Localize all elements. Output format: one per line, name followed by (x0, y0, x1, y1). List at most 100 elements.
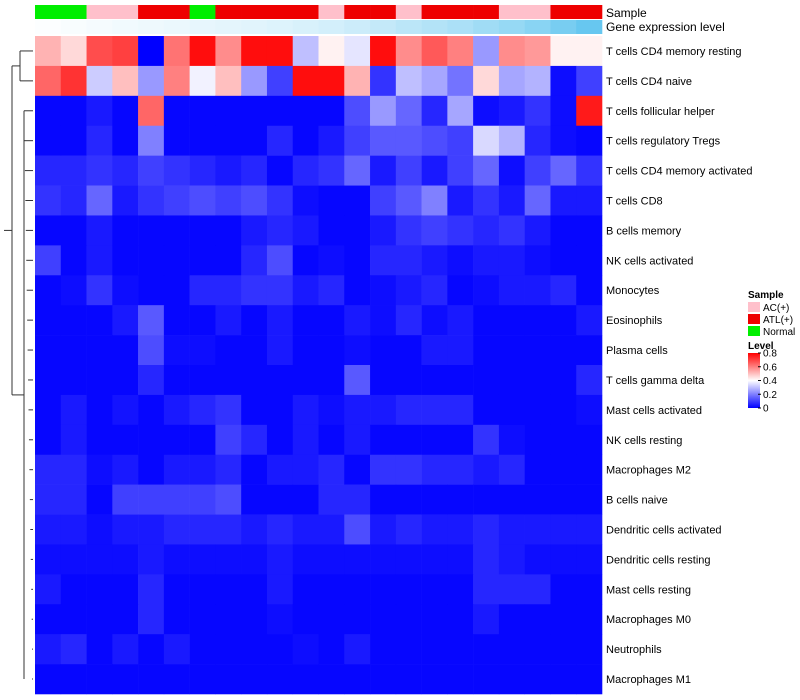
heatmap-cell (524, 335, 551, 366)
heatmap-cell (241, 305, 268, 336)
heatmap-cell (266, 634, 294, 665)
heatmap-cell (35, 664, 62, 695)
heatmap-cell (86, 574, 113, 605)
heatmap-cell (498, 36, 525, 67)
heatmap-cell (447, 95, 474, 127)
heatmap-cell (241, 604, 268, 635)
heatmap-cell (292, 664, 319, 695)
gene-annotation-cell (447, 20, 474, 34)
heatmap-cell (447, 215, 474, 246)
heatmap-cell (421, 484, 448, 515)
heatmap-cell (344, 335, 371, 366)
heatmap-cell (498, 664, 525, 695)
heatmap-cell (138, 335, 165, 366)
heatmap-cell (138, 574, 165, 605)
heatmap-cell (550, 664, 577, 695)
heatmap-cell (266, 335, 294, 366)
heatmap-cell (86, 454, 113, 485)
heatmap-cell (524, 544, 551, 575)
heatmap-cell (524, 424, 551, 456)
heatmap-cell (86, 634, 113, 665)
heatmap-cell (241, 424, 268, 456)
heatmap-cell (344, 604, 371, 635)
heatmap-cell (344, 514, 371, 545)
heatmap-cell (266, 454, 294, 485)
row-label: T cells CD8 (606, 196, 663, 208)
legend-sample-label: AC(+) (763, 303, 789, 314)
heatmap-cell (395, 365, 422, 396)
row-labels: T cells CD4 memory resting T cells CD4 na… (606, 46, 753, 686)
heatmap-cell (395, 544, 422, 575)
sample-annotation-cell (35, 5, 62, 19)
heatmap-cell (421, 65, 448, 97)
heatmap-cell (292, 65, 319, 97)
heatmap-cell (189, 335, 216, 366)
heatmap-cell (370, 514, 397, 545)
heatmap-cell (266, 574, 294, 605)
heatmap-cell (318, 394, 345, 426)
heatmap-cell (60, 544, 87, 575)
heatmap-cell (421, 664, 448, 695)
heatmap-cell (550, 305, 577, 336)
heatmap-cell (138, 275, 165, 306)
heatmap-cell (215, 125, 242, 156)
heatmap-cell (318, 544, 345, 575)
heatmap-cell (86, 95, 113, 127)
heatmap-cell (473, 185, 500, 216)
heatmap-cell (215, 634, 242, 665)
heatmap-cell (60, 95, 87, 127)
legend-level-tick-label: 0.6 (763, 362, 777, 373)
heatmap-cell (215, 245, 242, 276)
heatmap-cell (241, 215, 268, 246)
heatmap-cell (318, 275, 345, 306)
heatmap-cell (395, 36, 422, 67)
heatmap-cell (318, 365, 345, 396)
heatmap-cell (524, 365, 551, 396)
heatmap-cell (524, 155, 551, 186)
gene-annotation-cell (473, 20, 500, 34)
heatmap-cell (138, 394, 165, 426)
heatmap-cell (498, 514, 525, 545)
gene-annotation-cell (86, 20, 113, 34)
legend-level-tick-label: 0.2 (763, 390, 777, 401)
row-label: T cells CD4 memory resting (606, 46, 742, 58)
row-label: T cells regulatory Tregs (606, 136, 721, 148)
gene-annotation-cell (189, 20, 216, 34)
heatmap-cell (86, 424, 113, 456)
gene-annotation-cell (266, 20, 294, 34)
heatmap-cell (189, 36, 216, 67)
row-label: NK cells activated (606, 255, 693, 267)
gene-annotation-cell (498, 20, 525, 34)
heatmap-cell (576, 365, 603, 396)
heatmap-cell (292, 125, 319, 156)
heatmap-cell (344, 215, 371, 246)
heatmap-cell (370, 454, 397, 485)
heatmap-cell (163, 604, 190, 635)
legend: Sample AC(+)ATL(+)Normal Level 0.8 0.6 0.4… (748, 290, 795, 415)
heatmap-cell (370, 125, 397, 156)
heatmap-cell (498, 275, 525, 306)
heatmap-cell (473, 424, 500, 456)
heatmap-cell (498, 65, 525, 97)
heatmap-cell (35, 245, 62, 276)
heatmap-cell (576, 275, 603, 306)
heatmap-cell (266, 484, 294, 515)
row-label: Plasma cells (606, 345, 668, 357)
heatmap-cell (576, 574, 603, 605)
heatmap-cell (498, 95, 525, 127)
heatmap-cell (163, 454, 190, 485)
heatmap-cell (86, 365, 113, 396)
heatmap-cell (344, 65, 371, 97)
heatmap-cell (395, 424, 422, 456)
heatmap-cell (163, 185, 190, 216)
heatmap-cell (112, 604, 139, 635)
heatmap-cell (163, 215, 190, 246)
heatmap-cell (35, 155, 62, 186)
heatmap-cell (189, 574, 216, 605)
heatmap-cell (318, 305, 345, 336)
heatmap-cell (60, 514, 87, 545)
heatmap-cell (241, 95, 268, 127)
gene-annotation-cell (241, 20, 268, 34)
heatmap-cell (189, 125, 216, 156)
heatmap-cell (35, 454, 62, 485)
